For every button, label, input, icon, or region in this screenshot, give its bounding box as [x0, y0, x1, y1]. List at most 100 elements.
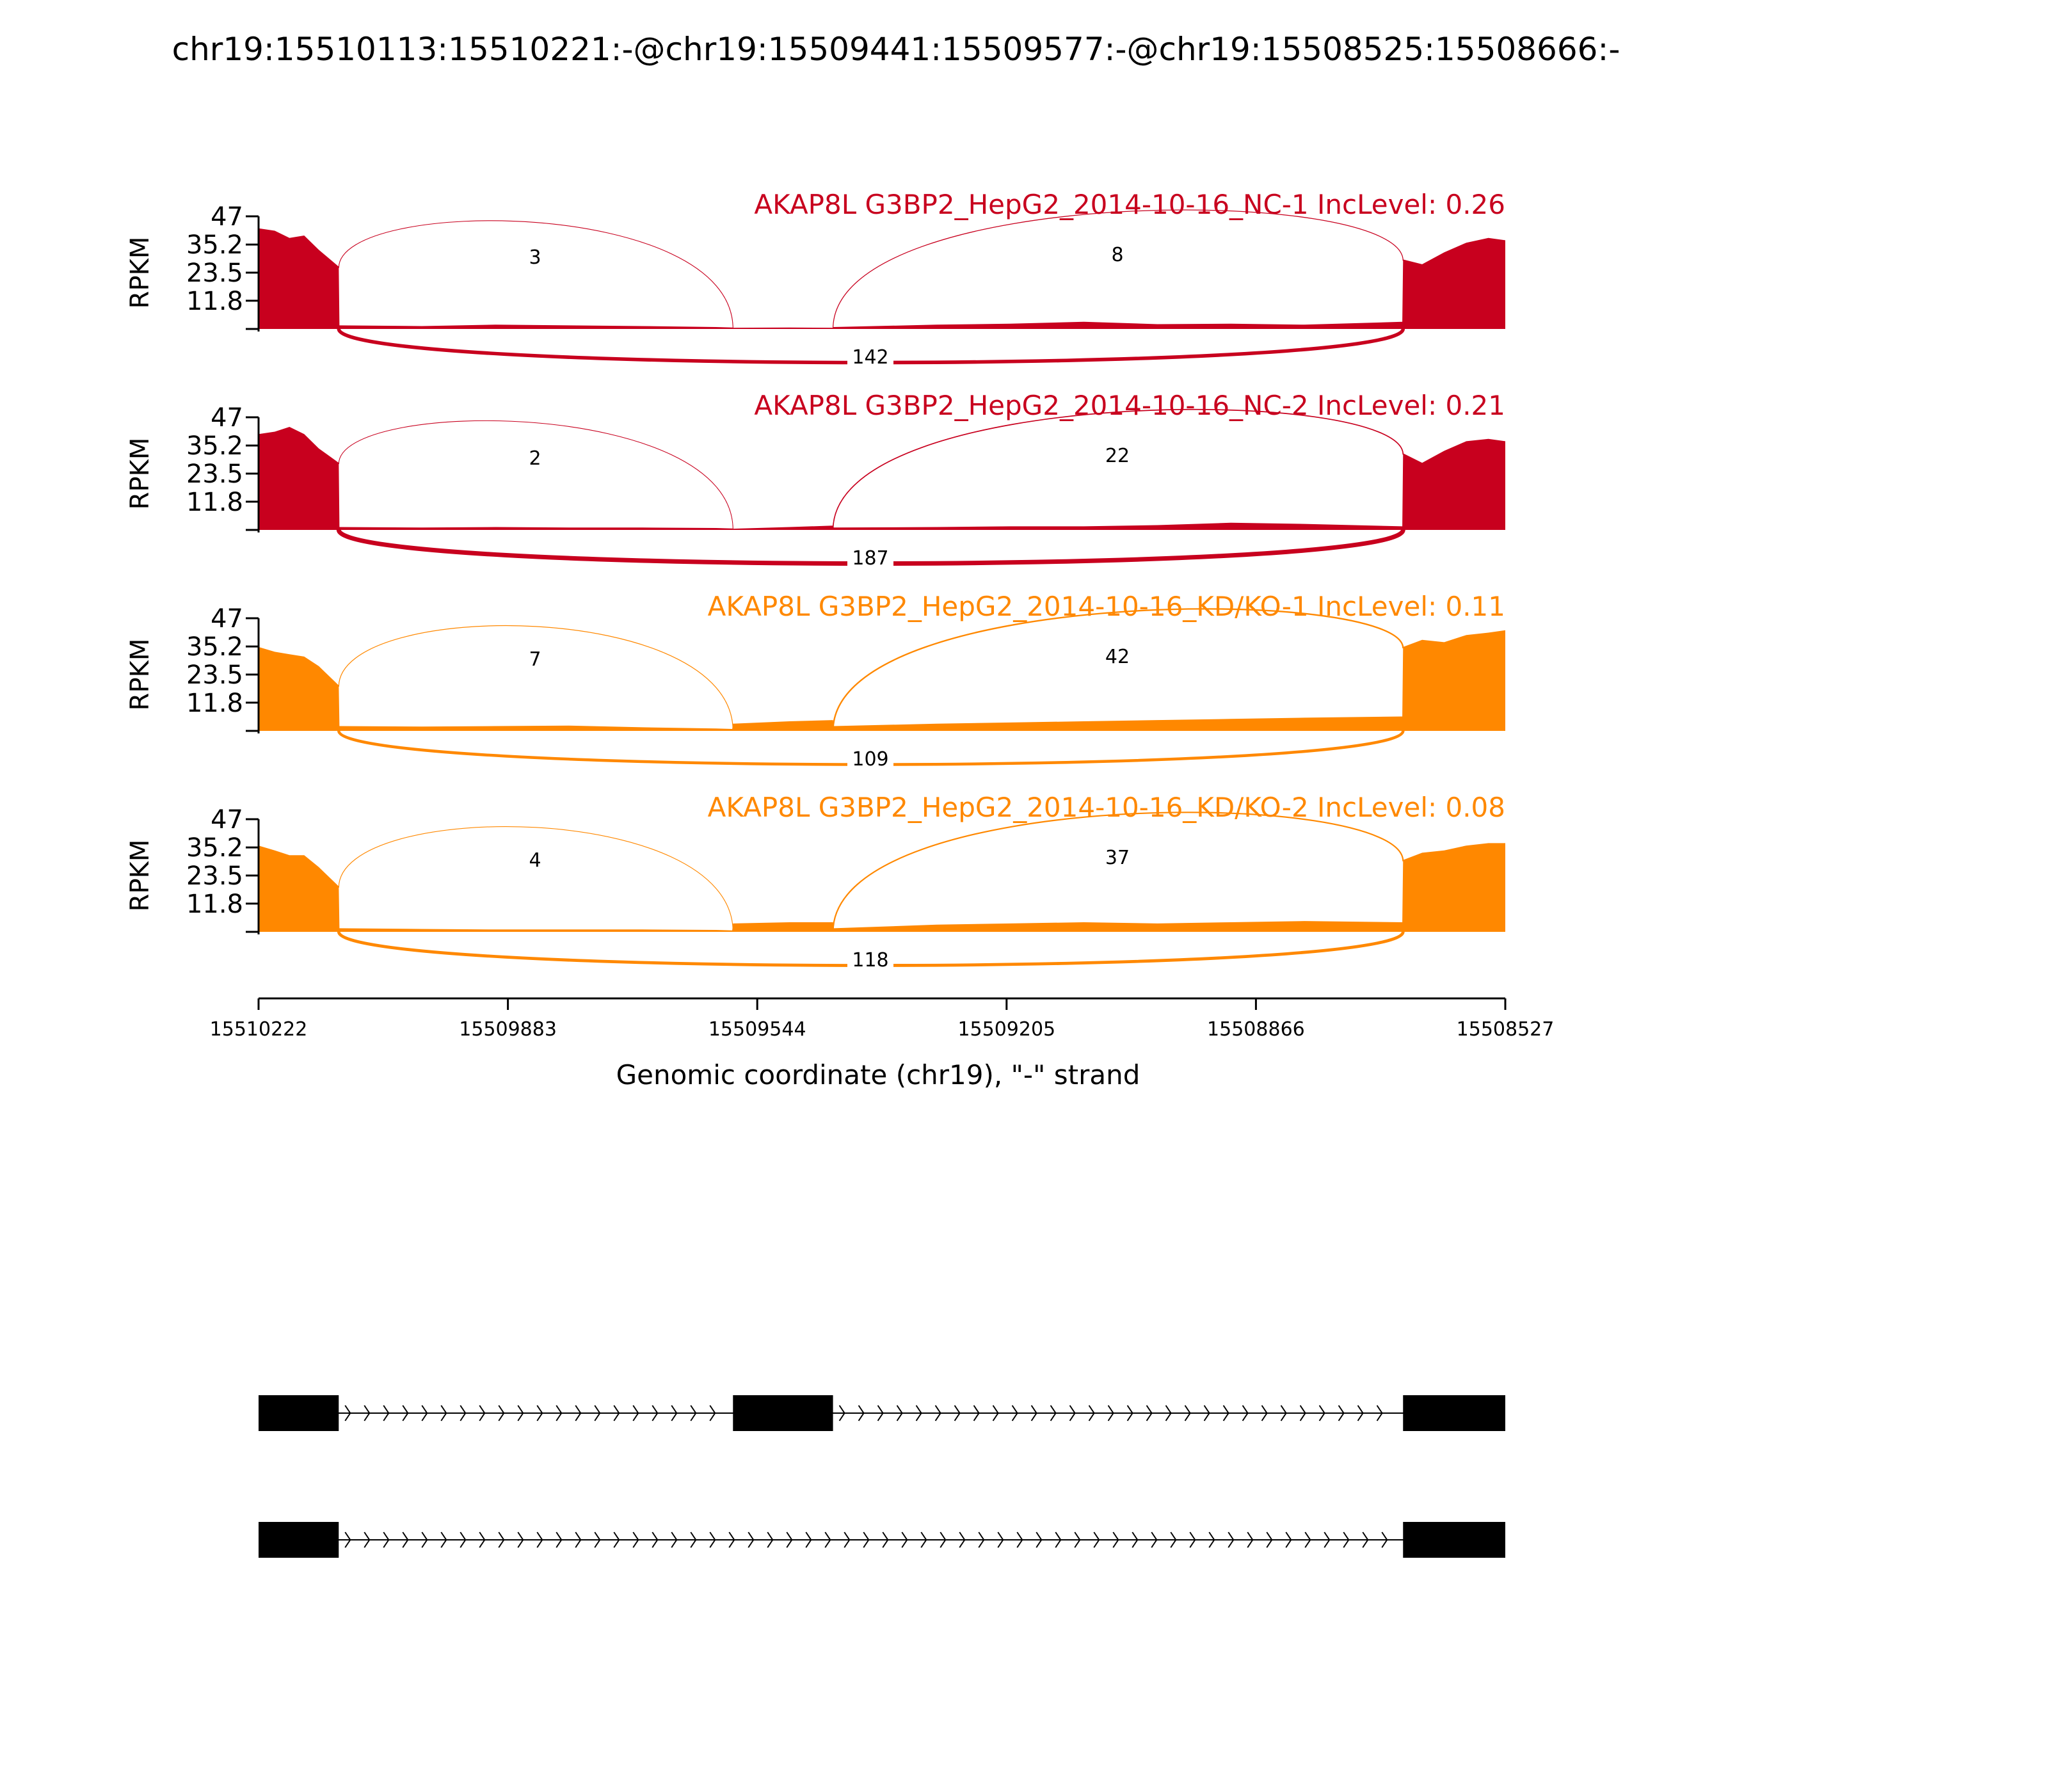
junction-count: 2: [529, 447, 541, 470]
strand-arrow: [1242, 1405, 1249, 1421]
strand-arrow: [997, 1532, 1004, 1548]
y-tick-label: 23.5: [186, 460, 243, 489]
exon-block: [733, 1395, 833, 1431]
strand-arrow: [1112, 1532, 1119, 1548]
strand-arrow: [901, 1532, 908, 1548]
strand-arrow: [940, 1532, 947, 1548]
strand-arrow: [728, 1532, 735, 1548]
strand-arrow: [1247, 1532, 1254, 1548]
strand-arrow: [1011, 1405, 1018, 1421]
isoform-1: [259, 1395, 1505, 1431]
strand-arrow: [1280, 1405, 1287, 1421]
strand-arrow: [748, 1532, 755, 1548]
strand-arrow: [1093, 1532, 1100, 1548]
strand-arrow: [805, 1532, 812, 1548]
strand-arrow: [1132, 1532, 1139, 1548]
junction-arc: [338, 420, 733, 531]
strand-arrow: [556, 1405, 563, 1421]
x-tick-label: 15509544: [708, 1018, 806, 1041]
strand-arrow: [690, 1532, 697, 1548]
strand-arrow: [402, 1405, 409, 1421]
strand-arrow: [421, 1532, 428, 1548]
strand-arrow: [1324, 1532, 1331, 1548]
strand-arrow: [896, 1405, 903, 1421]
strand-arrow: [1266, 1532, 1273, 1548]
strand-arrow: [517, 1532, 524, 1548]
strand-arrow: [498, 1405, 505, 1421]
strand-arrow: [383, 1532, 390, 1548]
strand-arrow: [786, 1532, 793, 1548]
strand-arrow: [1151, 1532, 1158, 1548]
x-tick-label: 15510222: [210, 1018, 308, 1041]
strand-arrow: [440, 1532, 447, 1548]
junction-count: 7: [529, 648, 541, 671]
strand-arrow: [536, 1405, 543, 1421]
y-tick-label: 47: [211, 604, 243, 634]
junction-count: 8: [1111, 244, 1123, 266]
strand-arrow: [858, 1405, 865, 1421]
sample-label: AKAP8L G3BP2_HepG2_2014-10-16_KD/KO-2 In…: [708, 792, 1505, 823]
strand-arrow: [1381, 1532, 1388, 1548]
strand-arrow: [652, 1532, 659, 1548]
junction-arc: [338, 625, 733, 732]
strand-arrow: [978, 1532, 985, 1548]
y-tick-label: 11.8: [186, 689, 243, 718]
coverage-area: [259, 228, 1505, 329]
x-tick-label: 15509205: [957, 1018, 1055, 1041]
strand-arrow: [632, 1532, 639, 1548]
strand-arrow: [556, 1532, 563, 1548]
y-tick-label: 47: [211, 805, 243, 835]
strand-arrow: [1036, 1532, 1043, 1548]
strand-arrow: [915, 1405, 922, 1421]
junction-count: 42: [1105, 646, 1130, 668]
strand-arrow: [364, 1405, 371, 1421]
strand-arrow: [1285, 1532, 1292, 1548]
strand-arrow: [1055, 1532, 1062, 1548]
x-tick-label: 15509883: [459, 1018, 557, 1041]
strand-arrow: [1050, 1405, 1057, 1421]
strand-arrow: [992, 1405, 999, 1421]
junction-arc: [338, 220, 733, 330]
strand-arrow: [767, 1532, 774, 1548]
strand-arrow: [671, 1405, 678, 1421]
strand-arrow: [1362, 1532, 1369, 1548]
junction-arc: [832, 408, 1404, 531]
strand-arrow: [1016, 1532, 1023, 1548]
y-axis-label: RPKM: [125, 639, 155, 711]
strand-arrow: [882, 1532, 889, 1548]
strand-arrow: [460, 1532, 467, 1548]
strand-arrow: [920, 1532, 927, 1548]
y-tick-label: 11.8: [186, 488, 243, 517]
y-tick-label: 11.8: [186, 890, 243, 919]
strand-arrow: [1261, 1405, 1268, 1421]
strand-arrow: [498, 1532, 505, 1548]
strand-arrow: [1189, 1532, 1196, 1548]
x-tick-label: 15508527: [1457, 1018, 1555, 1041]
chart-title: chr19:15510113:15510221:-@chr19:15509441…: [172, 31, 1620, 68]
strand-arrow: [844, 1532, 851, 1548]
strand-arrow: [613, 1405, 620, 1421]
junction-count: 4: [529, 849, 541, 872]
coverage-area: [259, 630, 1505, 731]
strand-arrow: [1208, 1532, 1215, 1548]
strand-arrow: [1343, 1532, 1350, 1548]
strand-arrow: [671, 1532, 678, 1548]
junction-count-box: [512, 448, 558, 471]
junction-count-box: [1094, 847, 1140, 870]
strand-arrow: [838, 1405, 845, 1421]
sample-label: AKAP8L G3BP2_HepG2_2014-10-16_NC-1 IncLe…: [754, 189, 1505, 220]
gene-model: [259, 1395, 1505, 1558]
junction-count-box: [847, 347, 893, 370]
strand-arrow: [709, 1532, 716, 1548]
exon-block: [259, 1395, 339, 1431]
strand-arrow: [709, 1405, 716, 1421]
junction-arc: [832, 608, 1404, 732]
y-tick-label: 35.2: [186, 431, 243, 461]
isoform-2: [259, 1522, 1505, 1558]
strand-arrow: [594, 1532, 601, 1548]
junction-count-box: [512, 649, 558, 672]
strand-arrow: [364, 1532, 371, 1548]
sample-label: AKAP8L G3BP2_HepG2_2014-10-16_KD/KO-1 In…: [708, 591, 1505, 622]
strand-arrow: [1126, 1405, 1133, 1421]
junction-count: 118: [852, 949, 888, 972]
